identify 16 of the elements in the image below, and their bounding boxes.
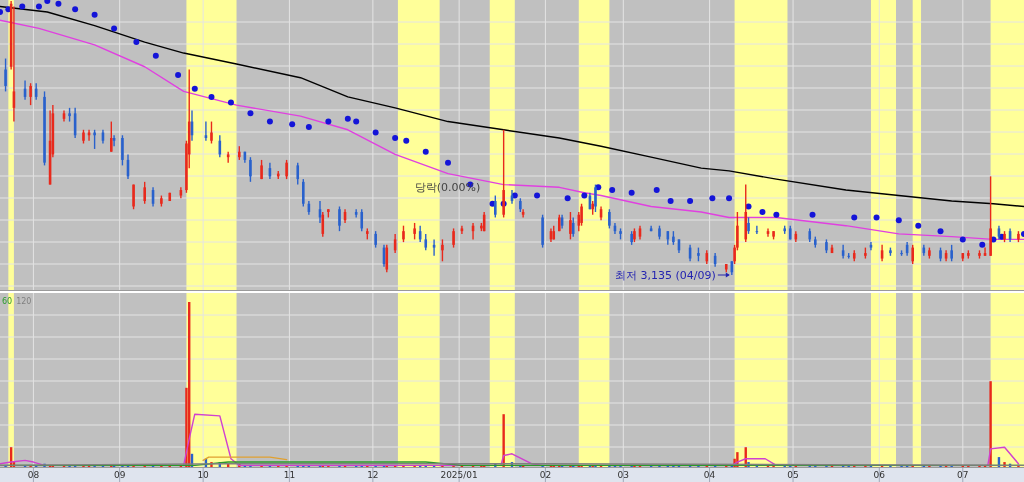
x-tick-label: 03 [617,470,630,480]
x-tick-label: 2025/01 [440,470,478,480]
x-tick-label: 11 [283,470,296,480]
x-tick-label: 12 [367,470,379,480]
annotation: 최저 3,135 (04/09) [615,269,716,282]
text: 120 [16,297,32,306]
annotation: 당락(0.00%) [414,181,481,195]
x-tick-label: 06 [873,470,886,480]
x-tick-label: 09 [113,470,126,480]
text: 60 [2,297,13,306]
x-tick-label: 02 [539,470,552,480]
x-tick-label: 05 [787,470,799,480]
x-tick-label: 07 [957,470,969,480]
x-tick-label: 04 [703,470,716,480]
x-tick-label: 08 [27,470,40,480]
x-tick-label: 10 [197,470,210,480]
